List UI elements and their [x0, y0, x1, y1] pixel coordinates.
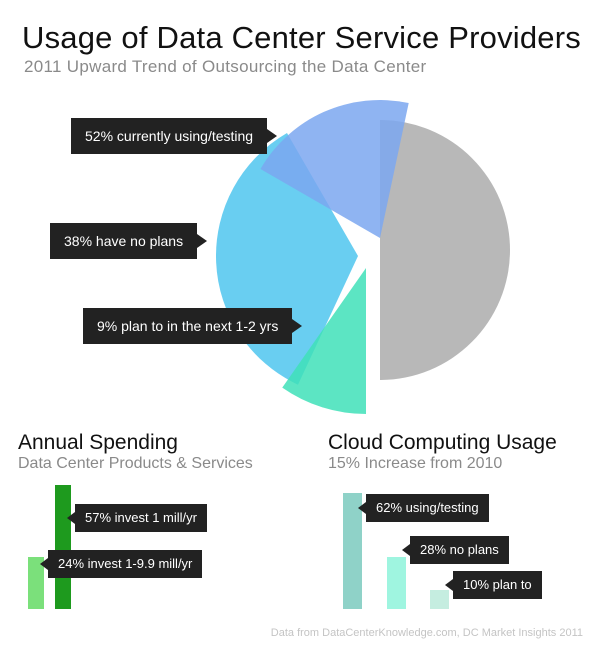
pie-slice-using — [260, 99, 409, 238]
cloud-bar-2 — [430, 590, 449, 609]
spending-label-0: 57% invest 1 mill/yr — [67, 504, 207, 532]
pie-slice-remainder — [380, 120, 510, 380]
cloud-title: Cloud Computing Usage — [328, 431, 557, 454]
cloud-label-0: 62% using/testing — [358, 494, 489, 522]
spending-subtitle: Data Center Products & Services — [18, 455, 253, 472]
pie-label-using: 52% currently using/testing — [71, 118, 278, 154]
cloud-bar-1 — [387, 556, 406, 609]
pie-label-no-plans: 38% have no plans — [50, 223, 208, 259]
cloud-label-2: 10% plan to — [445, 571, 542, 599]
cloud-label-1: 28% no plans — [402, 536, 509, 564]
spending-title: Annual Spending — [18, 431, 178, 454]
pie-slice-plan-to — [282, 268, 366, 414]
page-title: Usage of Data Center Service Providers — [22, 20, 581, 55]
pie-chart — [216, 99, 510, 414]
cloud-bar-0 — [343, 493, 362, 609]
spending-bar-0 — [55, 485, 71, 609]
pie-label-plan-to: 9% plan to in the next 1-2 yrs — [83, 308, 303, 344]
cloud-subtitle: 15% Increase from 2010 — [328, 455, 503, 472]
page-subtitle: 2011 Upward Trend of Outsourcing the Dat… — [24, 57, 427, 76]
source-footer: Data from DataCenterKnowledge.com, DC Ma… — [270, 627, 583, 639]
spending-label-1: 24% invest 1-9.9 mill/yr — [39, 550, 203, 578]
